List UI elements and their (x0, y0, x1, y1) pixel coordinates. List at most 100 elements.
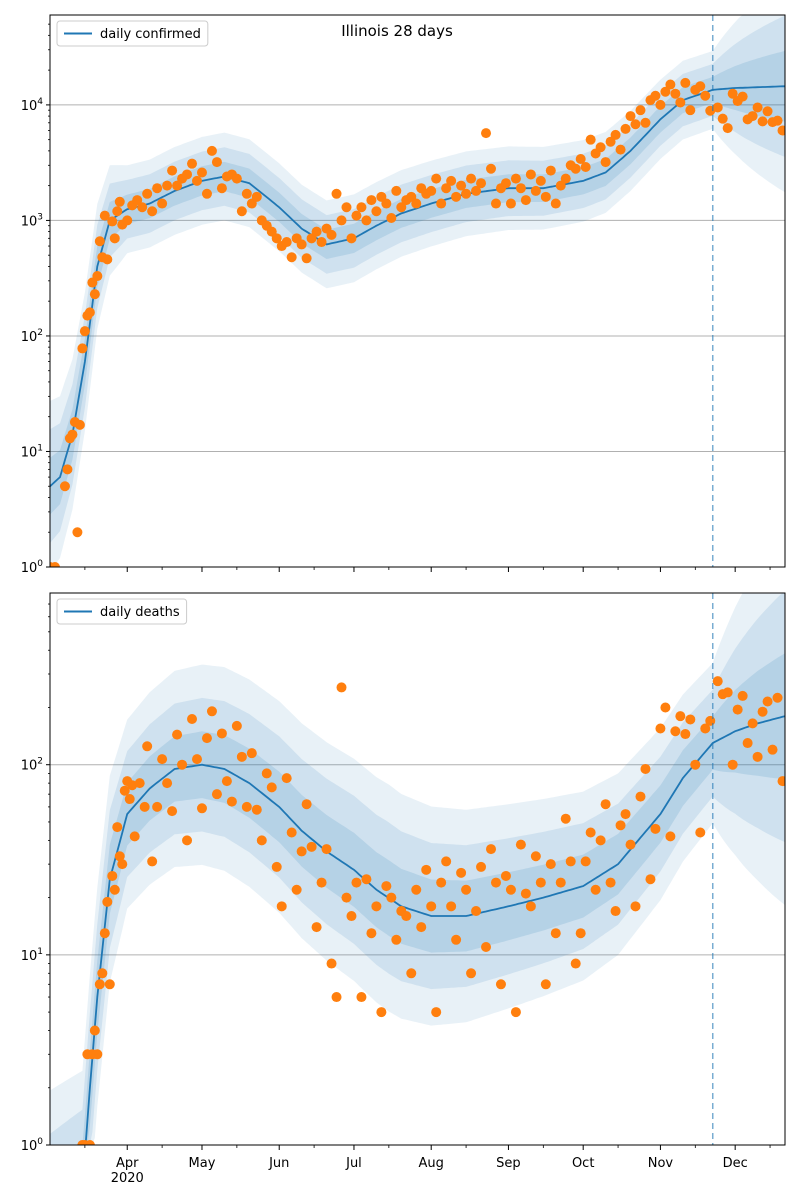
y-tick-label: 102 (21, 328, 43, 345)
data-point (670, 726, 681, 737)
data-point (490, 198, 501, 209)
data-point (102, 254, 113, 265)
data-point (416, 922, 427, 933)
uncertainty-band (50, 593, 785, 1145)
data-point (732, 704, 743, 715)
legend-box (56, 20, 209, 47)
data-point (286, 827, 297, 838)
y-tick-label: 101 (21, 443, 43, 460)
data-point (301, 253, 312, 264)
data-point (132, 195, 143, 206)
data-point (530, 851, 541, 862)
data-point (505, 198, 516, 209)
data-point (251, 191, 262, 202)
data-point (187, 713, 198, 724)
data-point (675, 97, 686, 108)
x-tick-label: Apr (116, 1156, 139, 1171)
data-point (525, 901, 536, 912)
data-point (142, 188, 153, 199)
data-point (336, 215, 347, 226)
data-point (426, 185, 437, 196)
legend-label: daily deaths (100, 605, 180, 620)
data-point (777, 125, 785, 136)
data-point (177, 759, 188, 770)
data-point (192, 175, 202, 186)
data-point (104, 979, 115, 990)
median-line (84, 715, 785, 1145)
x-year-label: 2020 (111, 1171, 144, 1186)
uncertainty-band (50, 50, 785, 515)
data-point (555, 180, 566, 191)
data-point (625, 111, 636, 122)
data-point (670, 88, 681, 99)
data-point (645, 874, 656, 885)
data-point (712, 676, 723, 687)
data-point (341, 202, 352, 213)
data-point (767, 744, 778, 755)
data-point (520, 888, 531, 899)
data-point (157, 754, 168, 765)
data-point (301, 799, 312, 810)
data-point (246, 748, 257, 759)
data-point (321, 844, 332, 855)
data-point (431, 1007, 442, 1018)
x-tick-label: Jul (345, 1156, 362, 1171)
data-point (236, 206, 247, 217)
data-point (226, 796, 237, 807)
data-point (461, 884, 472, 895)
data-point (451, 934, 462, 945)
data-point (271, 861, 282, 872)
data-point (680, 77, 691, 88)
plot-area (50, 593, 785, 1145)
data-point (560, 813, 571, 824)
data-point (486, 844, 496, 855)
data-point (296, 239, 307, 250)
data-point (700, 723, 711, 734)
data-point (620, 809, 631, 820)
data-point (89, 1025, 100, 1036)
data-point (92, 271, 103, 282)
data-point (605, 877, 616, 888)
data-point (675, 711, 686, 722)
deaths-panel: 100 101 102 Apr May Jun Jul Aug Sep Oct Nov Dec 2020… (21, 592, 786, 1186)
data-point (625, 839, 636, 850)
data-point (685, 714, 696, 725)
data-point (421, 864, 432, 875)
data-point (366, 928, 377, 939)
data-point (650, 823, 661, 834)
data-point (757, 116, 768, 127)
data-point (261, 768, 272, 779)
data-point (114, 196, 125, 207)
data-point (695, 81, 706, 92)
data-point (381, 881, 392, 892)
data-point (336, 682, 347, 693)
data-point (610, 906, 621, 917)
data-point (650, 90, 661, 101)
data-point (241, 188, 252, 199)
data-point (92, 1049, 103, 1060)
data-point (152, 183, 163, 194)
data-point (530, 185, 541, 196)
data-point (630, 119, 641, 130)
y-tick-label: 104 (21, 97, 44, 114)
data-point (291, 884, 302, 895)
data-point (109, 233, 120, 244)
data-point (94, 979, 105, 990)
x-tick-label: Aug (419, 1156, 444, 1171)
data-point (690, 759, 701, 770)
data-point (441, 856, 452, 867)
data-point (660, 702, 671, 713)
data-point (510, 1007, 521, 1018)
data-point (109, 884, 120, 895)
data-point (695, 827, 706, 838)
data-point (737, 690, 748, 701)
data-point (331, 992, 342, 1003)
data-point (555, 877, 566, 888)
data-point (94, 236, 105, 247)
data-point (550, 928, 561, 939)
data-point (112, 822, 123, 833)
data-point (139, 801, 150, 812)
data-point (201, 733, 212, 744)
data-point (515, 183, 526, 194)
